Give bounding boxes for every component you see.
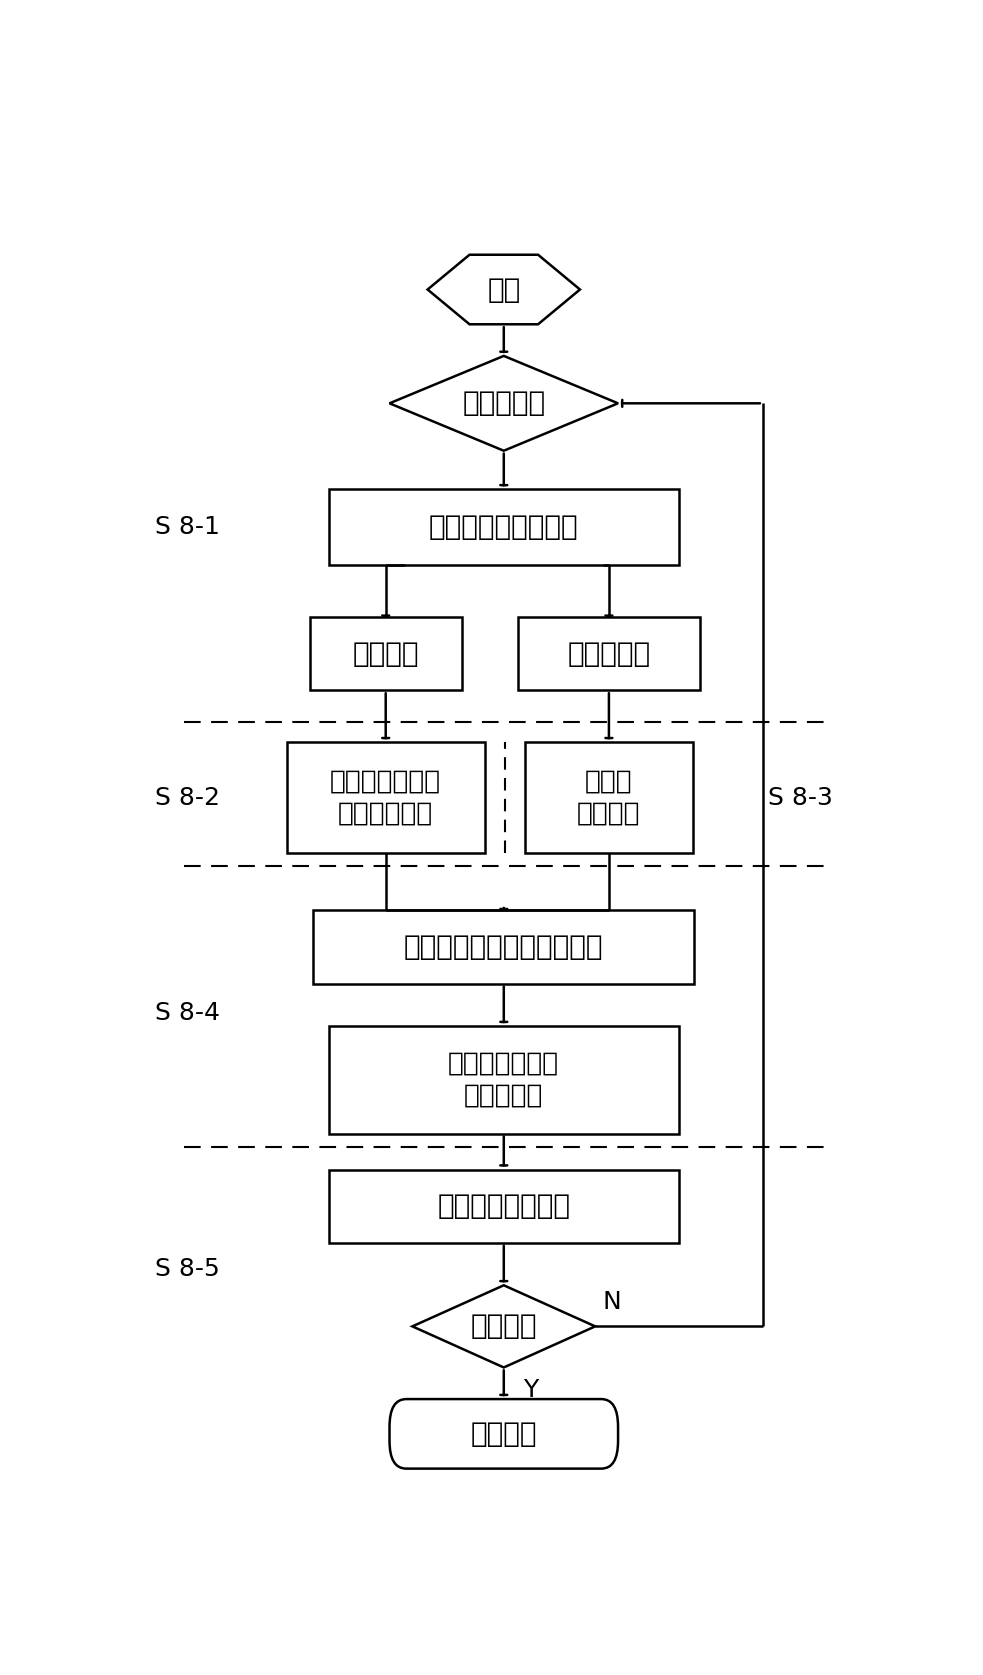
Polygon shape <box>389 355 618 451</box>
Text: 更新历史地磁数据: 更新历史地磁数据 <box>437 1193 570 1221</box>
Polygon shape <box>413 1285 596 1367</box>
Bar <box>328 1027 679 1134</box>
Text: S 8-5: S 8-5 <box>155 1258 220 1281</box>
Text: 计算新
地磁数据: 计算新 地磁数据 <box>577 769 641 827</box>
FancyBboxPatch shape <box>389 1399 618 1469</box>
Bar <box>517 616 700 690</box>
Text: S 8-4: S 8-4 <box>155 1000 220 1025</box>
Text: 结束更新: 结束更新 <box>471 1420 537 1447</box>
Text: 位置坐标: 位置坐标 <box>353 640 419 668</box>
Text: Y: Y <box>523 1377 538 1402</box>
Text: 按位置信息插入新地磁数据: 按位置信息插入新地磁数据 <box>404 933 604 961</box>
Text: N: N <box>603 1290 621 1313</box>
Text: 开始: 开始 <box>488 275 520 303</box>
Text: 递归新磁场向量
绘制地磁图: 递归新磁场向量 绘制地磁图 <box>448 1050 559 1109</box>
Text: 新地磁数据: 新地磁数据 <box>462 389 546 417</box>
Bar <box>328 1169 679 1243</box>
Text: 是否结束: 是否结束 <box>471 1313 537 1340</box>
Bar <box>328 489 679 564</box>
Text: S 8-3: S 8-3 <box>769 786 834 809</box>
Bar <box>525 742 693 854</box>
Text: 选择区域范围的
历史地磁数据: 选择区域范围的 历史地磁数据 <box>330 769 441 827</box>
Text: 地磁场信息: 地磁场信息 <box>567 640 651 668</box>
Bar <box>287 742 485 854</box>
Text: S 8-2: S 8-2 <box>155 786 220 809</box>
Polygon shape <box>428 255 580 325</box>
Text: S 8-1: S 8-1 <box>155 516 220 539</box>
Bar <box>314 911 694 983</box>
Text: 地磁坐标数据包解析: 地磁坐标数据包解析 <box>429 513 579 541</box>
Bar <box>310 616 462 690</box>
